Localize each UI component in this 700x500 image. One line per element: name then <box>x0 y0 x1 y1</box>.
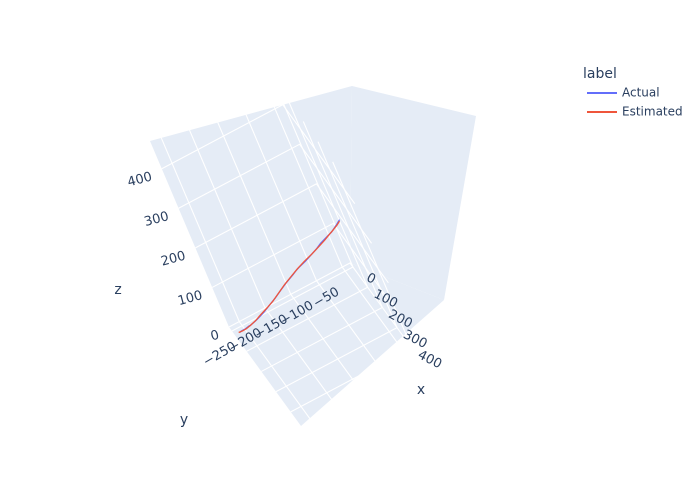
z-tick-label: 300 <box>143 209 171 230</box>
grid-line-y <box>262 80 415 367</box>
series-line-estimated <box>238 220 341 334</box>
grid-line-x <box>246 101 369 352</box>
traces <box>238 219 341 334</box>
grid-line-y <box>185 121 338 408</box>
grid-line-x <box>261 121 384 372</box>
grid-line-y <box>211 108 364 394</box>
z-tick-labels: 0 100 200 300 400 <box>126 169 221 344</box>
grid-lines <box>159 80 423 421</box>
legend-item-estimated[interactable]: Estimated <box>587 105 683 119</box>
x-axis-title: x <box>417 382 425 398</box>
legend-title: label <box>583 66 617 82</box>
back-wall-right <box>350 86 476 300</box>
y-axis-title: y <box>180 412 188 428</box>
z-tick-label: 200 <box>159 249 187 270</box>
grid-line-x <box>231 80 354 332</box>
z-tick-label: 0 <box>209 328 221 345</box>
grid-line-x <box>290 161 413 413</box>
z-tick-label: 100 <box>176 288 204 309</box>
grid-line-y <box>159 135 312 421</box>
grid-line-y <box>237 94 389 381</box>
legend: label Actual Estimated <box>583 66 683 119</box>
z-tick-label: 400 <box>126 169 154 190</box>
z-axis-title: z <box>114 282 121 298</box>
grid-line-x <box>275 141 398 393</box>
legend-item-actual[interactable]: Actual <box>587 86 660 100</box>
x-tick-label: 400 <box>415 348 444 373</box>
legend-label: Estimated <box>622 105 683 119</box>
legend-label: Actual <box>622 86 660 100</box>
